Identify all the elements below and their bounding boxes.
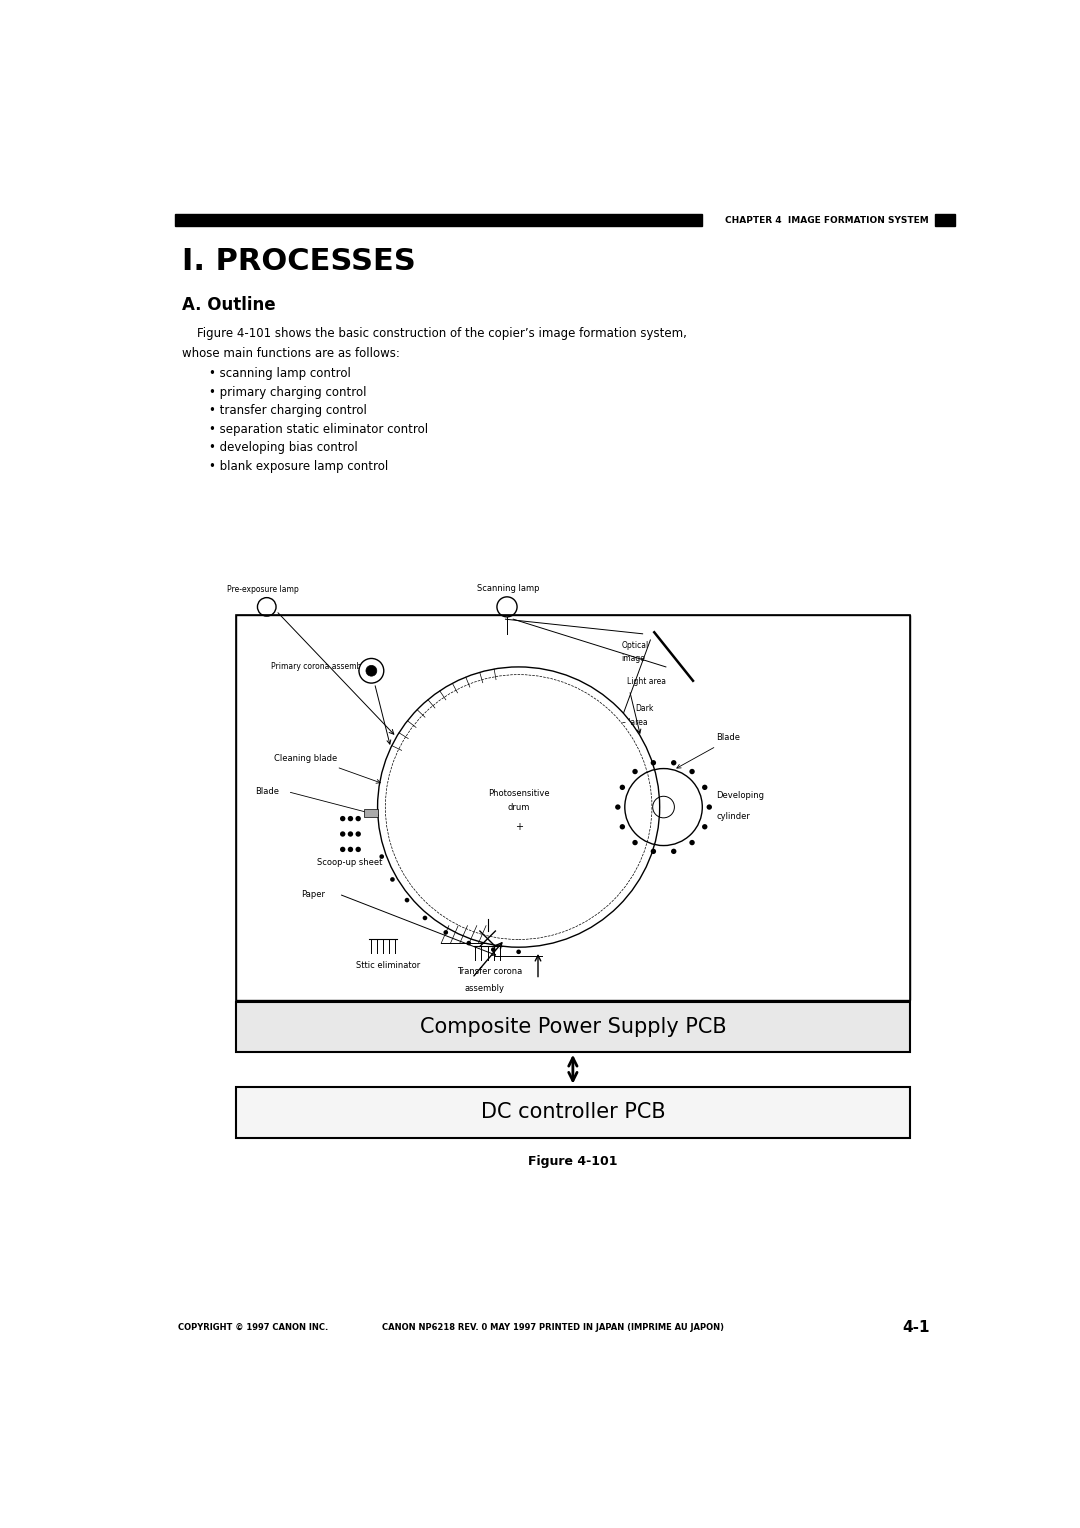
Circle shape bbox=[616, 804, 621, 810]
Text: Dark: Dark bbox=[635, 704, 653, 714]
Bar bbox=[235, 1002, 910, 1051]
Text: Composite Power Supply PCB: Composite Power Supply PCB bbox=[419, 1018, 726, 1038]
Text: image: image bbox=[622, 654, 646, 663]
Text: • primary charging control: • primary charging control bbox=[208, 387, 366, 399]
Circle shape bbox=[348, 816, 353, 822]
Circle shape bbox=[671, 848, 676, 854]
Circle shape bbox=[444, 931, 448, 935]
Text: Paper: Paper bbox=[301, 889, 326, 898]
Text: Scoop-up sheet: Scoop-up sheet bbox=[318, 857, 382, 866]
Circle shape bbox=[491, 947, 496, 952]
Circle shape bbox=[620, 785, 625, 790]
Text: • developing bias control: • developing bias control bbox=[208, 442, 357, 454]
Circle shape bbox=[405, 898, 409, 903]
Bar bbox=[235, 614, 910, 999]
Text: • blank exposure lamp control: • blank exposure lamp control bbox=[208, 460, 388, 472]
Text: • separation static eliminator control: • separation static eliminator control bbox=[208, 423, 428, 435]
Text: assembly: assembly bbox=[464, 984, 504, 993]
Text: DC controller PCB: DC controller PCB bbox=[481, 1102, 665, 1123]
Circle shape bbox=[516, 949, 521, 953]
Circle shape bbox=[689, 840, 694, 845]
Circle shape bbox=[671, 759, 676, 766]
Circle shape bbox=[340, 847, 346, 853]
Text: • scanning lamp control: • scanning lamp control bbox=[208, 367, 351, 380]
Circle shape bbox=[422, 915, 428, 920]
Bar bbox=[175, 214, 702, 226]
Circle shape bbox=[359, 659, 383, 683]
Circle shape bbox=[340, 816, 346, 822]
Text: I. PROCESSES: I. PROCESSES bbox=[181, 248, 415, 277]
Circle shape bbox=[348, 847, 353, 853]
Text: Photosensitive: Photosensitive bbox=[488, 788, 550, 798]
Text: CHAPTER 4  IMAGE FORMATION SYSTEM: CHAPTER 4 IMAGE FORMATION SYSTEM bbox=[725, 215, 929, 225]
Circle shape bbox=[467, 941, 471, 946]
Bar bbox=[235, 614, 910, 1051]
Text: – 'area: – 'area bbox=[622, 718, 647, 727]
Circle shape bbox=[340, 831, 346, 837]
Text: Light area: Light area bbox=[627, 677, 666, 686]
Text: Developing: Developing bbox=[716, 792, 765, 801]
Bar bbox=[935, 214, 955, 226]
Text: Transfer corona: Transfer corona bbox=[457, 967, 522, 976]
Text: cylinder: cylinder bbox=[716, 811, 751, 821]
Text: CANON NP6218 REV. 0 MAY 1997 PRINTED IN JAPAN (IMPRIME AU JAPON): CANON NP6218 REV. 0 MAY 1997 PRINTED IN … bbox=[382, 1323, 725, 1332]
Circle shape bbox=[390, 877, 395, 882]
Text: COPYRIGHT © 1997 CANON INC.: COPYRIGHT © 1997 CANON INC. bbox=[177, 1323, 328, 1332]
Text: Figure 4-101: Figure 4-101 bbox=[528, 1155, 618, 1167]
Text: whose main functions are as follows:: whose main functions are as follows: bbox=[181, 347, 400, 359]
Circle shape bbox=[348, 831, 353, 837]
Text: Sttic eliminator: Sttic eliminator bbox=[356, 961, 420, 970]
Text: Blade: Blade bbox=[716, 733, 740, 743]
Circle shape bbox=[706, 804, 712, 810]
Circle shape bbox=[355, 816, 361, 822]
Text: drum: drum bbox=[508, 802, 530, 811]
Circle shape bbox=[355, 847, 361, 853]
Text: Blade: Blade bbox=[255, 787, 279, 796]
Circle shape bbox=[355, 831, 361, 837]
Text: A. Outline: A. Outline bbox=[181, 296, 275, 313]
Circle shape bbox=[632, 769, 638, 775]
Text: Cleaning blade: Cleaning blade bbox=[274, 755, 338, 762]
Bar bbox=[364, 810, 378, 817]
Circle shape bbox=[379, 854, 384, 859]
Circle shape bbox=[366, 665, 377, 677]
Circle shape bbox=[702, 824, 707, 830]
Text: Figure 4-101 shows the basic construction of the copier’s image formation system: Figure 4-101 shows the basic constructio… bbox=[181, 327, 687, 339]
Text: +: + bbox=[515, 822, 523, 831]
Text: Optical: Optical bbox=[622, 640, 649, 649]
Text: Pre-exposure lamp: Pre-exposure lamp bbox=[227, 585, 299, 594]
Circle shape bbox=[650, 759, 656, 766]
Circle shape bbox=[650, 848, 656, 854]
Bar bbox=[235, 1086, 910, 1138]
Text: • transfer charging control: • transfer charging control bbox=[208, 405, 366, 417]
Text: Primary corona assembly: Primary corona assembly bbox=[271, 662, 368, 671]
Circle shape bbox=[702, 785, 707, 790]
Circle shape bbox=[689, 769, 694, 775]
Text: 4-1: 4-1 bbox=[902, 1320, 930, 1335]
Text: Scanning lamp: Scanning lamp bbox=[477, 584, 540, 593]
Circle shape bbox=[632, 840, 638, 845]
Circle shape bbox=[620, 824, 625, 830]
